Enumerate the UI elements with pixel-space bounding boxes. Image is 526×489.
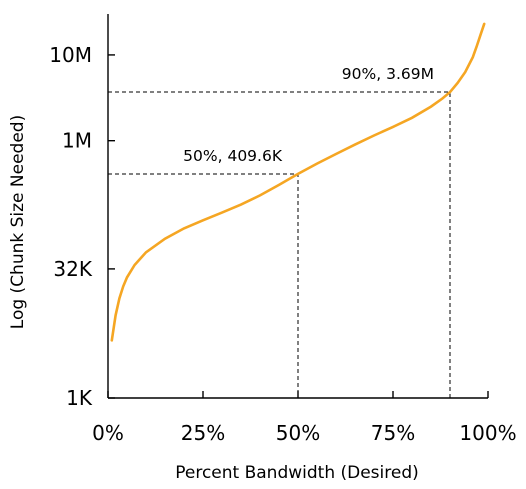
x-tick-label: 100% bbox=[459, 421, 516, 445]
series-line bbox=[110, 22, 486, 342]
y-tick-label: 1M bbox=[62, 129, 92, 153]
annotations: 50%, 409.6K 90%, 3.69M bbox=[183, 65, 434, 165]
x-tick-label: 75% bbox=[371, 421, 415, 445]
x-axis-title: Percent Bandwidth (Desired) bbox=[175, 463, 419, 483]
x-tick-label: 25% bbox=[181, 421, 225, 445]
x-tick-label: 50% bbox=[276, 421, 320, 445]
y-tick-label: 1K bbox=[66, 386, 93, 410]
y-axis-title: Log (Chunk Size Needed) bbox=[8, 115, 28, 329]
y-ticks: 1K 32K 1M 10M bbox=[49, 43, 115, 410]
annotation-label: 90%, 3.69M bbox=[342, 65, 434, 83]
guide-line bbox=[108, 173, 299, 398]
y-tick-label: 32K bbox=[53, 257, 92, 281]
y-tick-label: 10M bbox=[49, 43, 92, 67]
annotation-label: 50%, 409.6K bbox=[183, 147, 283, 165]
guide-line bbox=[108, 91, 451, 398]
x-tick-label: 0% bbox=[92, 421, 124, 445]
x-ticks: 0% 25% 50% 75% 100% bbox=[92, 391, 517, 445]
guide-lines bbox=[108, 91, 451, 398]
